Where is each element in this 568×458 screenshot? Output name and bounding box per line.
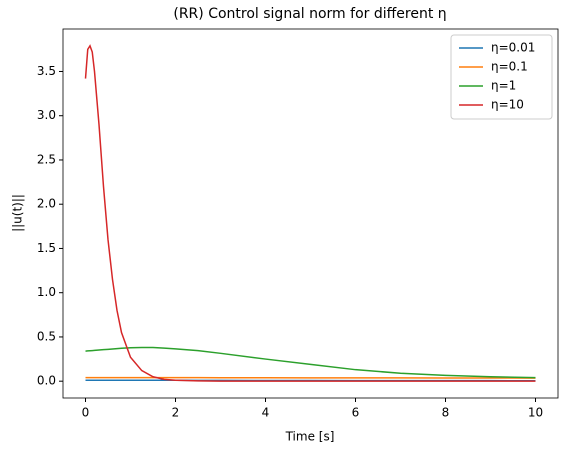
x-tick-label: 10	[528, 406, 543, 420]
x-tick-label: 6	[352, 406, 360, 420]
x-tick-label: 2	[172, 406, 180, 420]
x-tick-label: 8	[442, 406, 450, 420]
legend-label: η=10	[491, 98, 524, 112]
y-tick-label: 3.0	[37, 108, 56, 122]
y-tick-label: 0.5	[37, 329, 56, 343]
x-axis-label: Time [s]	[285, 430, 335, 444]
legend-label: η=1	[491, 79, 516, 93]
legend-label: η=0.01	[491, 41, 535, 55]
y-axis-label: ||u(t)||	[11, 194, 25, 232]
y-tick-label: 1.0	[37, 285, 56, 299]
legend-label: η=0.1	[491, 60, 528, 74]
y-tick-label: 2.0	[37, 197, 56, 211]
y-tick-label: 3.5	[37, 64, 56, 78]
chart-title: (RR) Control signal norm for different η	[173, 6, 446, 22]
x-tick-label: 0	[82, 406, 90, 420]
x-tick-label: 4	[262, 406, 270, 420]
y-tick-label: 2.5	[37, 152, 56, 166]
line	[86, 348, 536, 378]
y-tick-label: 1.5	[37, 241, 56, 255]
y-tick-label: 0.0	[37, 374, 56, 388]
